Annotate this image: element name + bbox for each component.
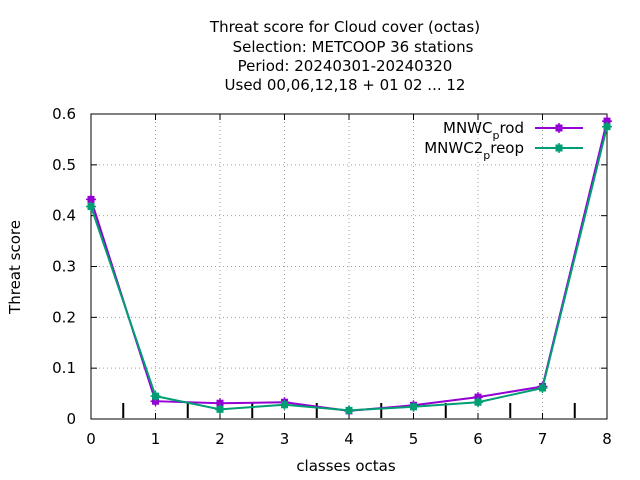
title-line-4: Used 00,06,12,18 + 01 02 ... 12 [225, 76, 466, 94]
grid [91, 114, 607, 419]
y-tick-label: 0.1 [52, 359, 76, 377]
series-2 [86, 121, 612, 416]
chart-title: Threat score for Cloud cover (octas) Sel… [209, 18, 480, 94]
x-tick-label: 1 [151, 430, 161, 448]
series-line [90, 120, 608, 412]
y-tick-label: 0.6 [52, 105, 76, 123]
x-tick-label: 3 [280, 430, 290, 448]
y-tick-label: 0.5 [52, 156, 76, 174]
y-tick-label: 0.3 [52, 258, 76, 276]
x-axis-label: classes octas [296, 457, 396, 475]
y-tick-label: 0.2 [52, 308, 76, 326]
title-line-3: Period: 20240301-20240320 [238, 57, 453, 75]
series-layer [86, 116, 612, 416]
y-axis-label: Threat score [6, 220, 24, 315]
histogram-ticks [122, 403, 576, 418]
y-tick-labels: 0 0.1 0.2 0.3 0.4 0.5 0.6 [52, 105, 76, 428]
x-tick-label: 0 [86, 430, 96, 448]
x-tick-label: 6 [473, 430, 483, 448]
title-line-1: Threat score for Cloud cover (octas) [209, 18, 480, 36]
x-tick-label: 5 [409, 430, 419, 448]
x-tick-labels: 0 1 2 3 4 5 6 7 8 [86, 430, 612, 448]
legend-label: MNWC2preop [424, 139, 524, 162]
title-line-2: Selection: METCOOP 36 stations [233, 38, 474, 56]
x-tick-label: 2 [215, 430, 225, 448]
axis-ticks [90, 113, 608, 420]
legend-entry-2: MNWC2preop [424, 139, 583, 162]
y-tick-label: 0 [66, 410, 76, 428]
y-tick-label: 0.4 [52, 207, 76, 225]
legend-label: MNWCprod [443, 119, 524, 142]
legend-entry-1: MNWCprod [443, 119, 583, 142]
x-tick-label: 8 [602, 430, 612, 448]
x-tick-label: 7 [538, 430, 548, 448]
x-tick-label: 4 [344, 430, 354, 448]
series-line [90, 126, 608, 412]
